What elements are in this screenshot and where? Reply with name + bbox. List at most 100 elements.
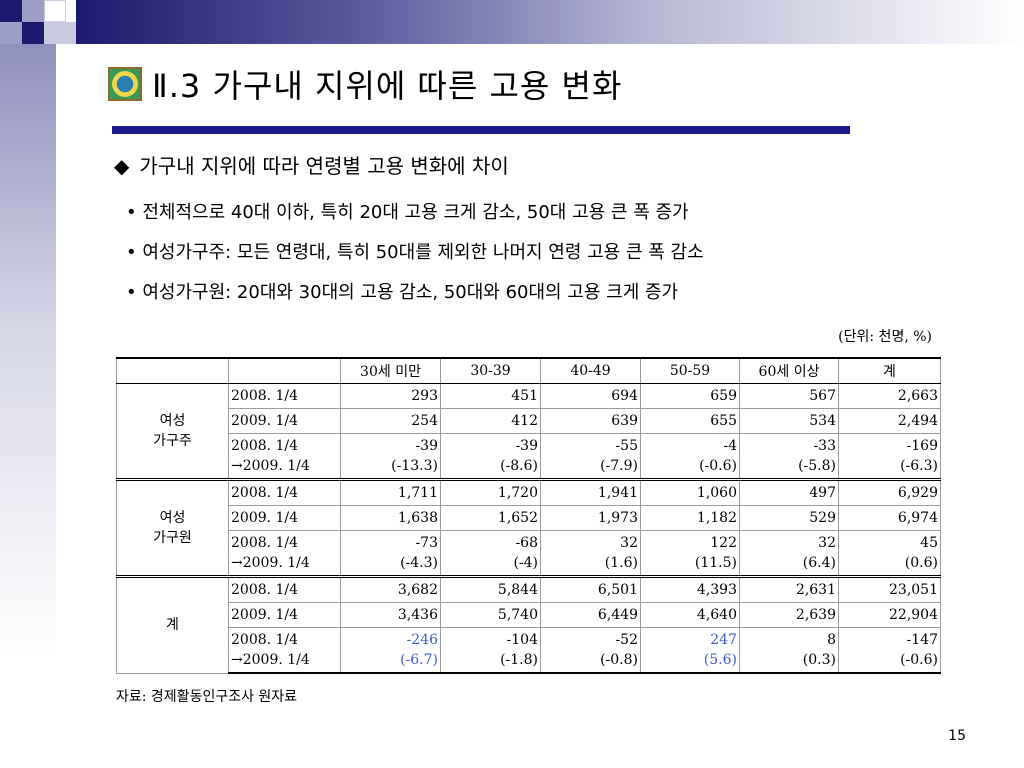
headline: ◆ 가구내 지위에 따라 연령별 고용 변화에 차이 [114, 150, 509, 179]
value-cell: 1,182 [640, 505, 740, 531]
bullet-item: • 여성가구원: 20대와 30대의 고용 감소, 50대와 60대의 고용 크… [126, 282, 679, 303]
period-cell: 2008. 1/4 [228, 575, 341, 603]
value-cell: 2,663 [838, 383, 941, 409]
header-cell: 30세 미만 [340, 357, 441, 384]
corner-square [22, 0, 44, 22]
value-cell: 1,638 [340, 505, 441, 531]
value-cell: 4,640 [640, 602, 740, 628]
value-cell: 23,051 [838, 575, 941, 603]
change-cell: -147 (-0.6) [838, 627, 941, 674]
change-cell: 32 (6.4) [739, 530, 839, 577]
header-cell: 30-39 [440, 357, 541, 384]
value-cell: 1,060 [640, 478, 740, 506]
header-cell [228, 357, 341, 384]
value-cell: 4,393 [640, 575, 740, 603]
period-cell: 2008. 1/4 →2009. 1/4 [228, 433, 341, 480]
value-cell: 2,639 [739, 602, 839, 628]
period-cell: 2009. 1/4 [228, 408, 341, 434]
title-emblem-icon [108, 67, 142, 101]
change-cell: 8 (0.3) [739, 627, 839, 674]
value-cell: 2,631 [739, 575, 839, 603]
bullet-list: • 전체적으로 40대 이하, 특히 20대 고용 크게 감소, 50대 고용 … [126, 198, 704, 318]
header-cell: 60세 이상 [739, 357, 839, 384]
value-cell: 412 [440, 408, 541, 434]
value-cell: 3,682 [340, 575, 441, 603]
header-cell: 계 [838, 357, 941, 384]
change-cell: -169 (-6.3) [838, 433, 941, 480]
period-cell: 2009. 1/4 [228, 505, 341, 531]
group-label: 계 [116, 575, 229, 674]
value-cell: 655 [640, 408, 740, 434]
table-row: 2009. 1/4 1,638 1,652 1,973 1,182 529 6,… [117, 505, 941, 531]
value-cell: 1,973 [540, 505, 641, 531]
page-title: Ⅱ.3 가구내 지위에 따른 고용 변화 [152, 67, 623, 105]
table-row: 여성 가구원 2008. 1/4 1,711 1,720 1,941 1,060 … [116, 478, 941, 577]
table-row: 2009. 1/4 254 412 639 655 534 2,494 [117, 408, 941, 434]
change-cell: 122 (11.5) [640, 530, 740, 577]
corner-square [0, 0, 22, 22]
value-cell: 451 [440, 383, 541, 409]
value-cell: 293 [340, 383, 441, 409]
value-cell: 1,720 [440, 478, 541, 506]
bullet-text: 전체적으로 40대 이하, 특히 20대 고용 크게 감소, 50대 고용 큰 … [142, 202, 689, 223]
headline-text: 가구내 지위에 따라 연령별 고용 변화에 차이 [139, 154, 509, 178]
value-cell: 6,501 [540, 575, 641, 603]
value-cell: 534 [739, 408, 839, 434]
diamond-bullet-icon: ◆ [114, 154, 130, 178]
corner-square [44, 22, 76, 44]
group-label: 여성 가구주 [116, 383, 229, 480]
change-cell: -39 (-8.6) [440, 433, 541, 480]
group-label: 여성 가구원 [116, 478, 229, 577]
bullet-item: • 전체적으로 40대 이하, 특히 20대 고용 크게 감소, 50대 고용 … [126, 202, 689, 223]
header-cell [116, 357, 229, 384]
change-cell: -104 (-1.8) [440, 627, 541, 674]
bullet-text: 여성가구주: 모든 연령대, 특히 50대를 제외한 나머지 연령 고용 큰 폭… [142, 242, 704, 263]
value-cell: 1,711 [340, 478, 441, 506]
value-cell: 694 [540, 383, 641, 409]
change-cell: 45 (0.6) [838, 530, 941, 577]
value-cell: 659 [640, 383, 740, 409]
period-cell: 2008. 1/4 [228, 478, 341, 506]
change-cell-highlighted: 247 (5.6) [640, 627, 740, 674]
table-row: 계 2008. 1/4 3,682 5,844 6,501 4,393 2,63… [116, 575, 941, 674]
value-cell: 567 [739, 383, 839, 409]
period-cell: 2008. 1/4 →2009. 1/4 [228, 530, 341, 577]
value-cell: 6,974 [838, 505, 941, 531]
change-cell: -73 (-4.3) [340, 530, 441, 577]
change-cell: -68 (-4) [440, 530, 541, 577]
period-cell: 2008. 1/4 →2009. 1/4 [228, 627, 341, 674]
source-note: 자료: 경제활동인구조사 원자료 [116, 689, 298, 705]
change-cell: -33 (-5.8) [739, 433, 839, 480]
value-cell: 2,494 [838, 408, 941, 434]
value-cell: 1,941 [540, 478, 641, 506]
title-row: Ⅱ.3 가구내 지위에 따른 고용 변화 [108, 64, 623, 105]
corner-square [22, 22, 44, 44]
bullet-item: • 여성가구주: 모든 연령대, 특히 50대를 제외한 나머지 연령 고용 큰… [126, 242, 704, 263]
value-cell: 529 [739, 505, 839, 531]
employment-table: 30세 미만 30-39 40-49 50-59 60세 이상 계 여성 가구주 … [116, 357, 941, 674]
table-row: 2008. 1/4 →2009. 1/4 -39 (-13.3) -39 (-8.6)… [117, 433, 941, 480]
header-cell: 40-49 [540, 357, 641, 384]
table-row: 2008. 1/4 →2009. 1/4 -246 (-6.7) -104 (-1.8… [117, 627, 941, 674]
corner-square [44, 0, 66, 22]
change-cell: -4 (-0.6) [640, 433, 740, 480]
bullet-text: 여성가구원: 20대와 30대의 고용 감소, 50대와 60대의 고용 크게 … [142, 282, 679, 303]
change-cell-highlighted: -246 (-6.7) [340, 627, 441, 674]
change-cell: 32 (1.6) [540, 530, 641, 577]
value-cell: 5,740 [440, 602, 541, 628]
table-header-row: 30세 미만 30-39 40-49 50-59 60세 이상 계 [116, 357, 941, 384]
corner-square [0, 22, 22, 44]
value-cell: 5,844 [440, 575, 541, 603]
value-cell: 639 [540, 408, 641, 434]
value-cell: 497 [739, 478, 839, 506]
period-cell: 2008. 1/4 [228, 383, 341, 409]
header-cell: 50-59 [640, 357, 740, 384]
period-cell: 2009. 1/4 [228, 602, 341, 628]
table-row: 2009. 1/4 3,436 5,740 6,449 4,640 2,639 … [117, 602, 941, 628]
page-number: 15 [948, 728, 966, 744]
table-row: 2008. 1/4 →2009. 1/4 -73 (-4.3) -68 (-4) 32… [117, 530, 941, 577]
value-cell: 254 [340, 408, 441, 434]
value-cell: 6,929 [838, 478, 941, 506]
change-cell: -39 (-13.3) [340, 433, 441, 480]
value-cell: 6,449 [540, 602, 641, 628]
